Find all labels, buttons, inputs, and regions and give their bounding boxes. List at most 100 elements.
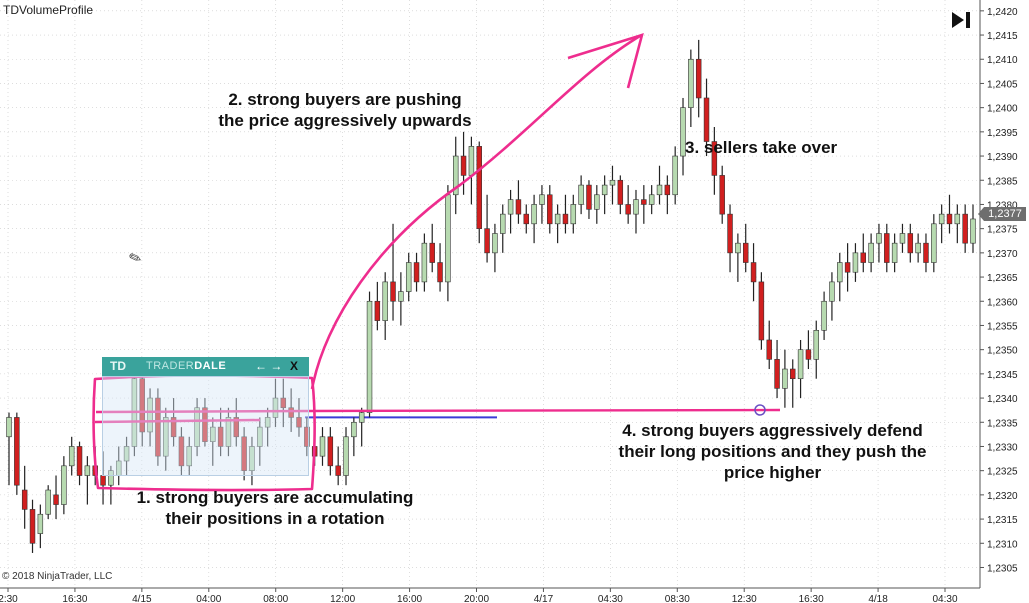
candle-body-down xyxy=(641,199,647,205)
candle xyxy=(884,223,890,273)
y-tick-label: 1,2370 xyxy=(987,249,1018,260)
candle xyxy=(217,407,224,457)
candle xyxy=(876,223,882,263)
candle xyxy=(562,194,569,234)
candle xyxy=(954,204,961,244)
y-tick-label: 1,2390 xyxy=(987,152,1018,163)
candle-body-up xyxy=(954,213,961,225)
candle-body-up xyxy=(366,300,373,413)
candle xyxy=(711,127,718,195)
candle xyxy=(923,233,929,273)
candle-body-down xyxy=(202,407,208,442)
close-panel-button[interactable]: X xyxy=(290,359,299,373)
candle xyxy=(578,175,584,215)
y-tick-label: 1,2320 xyxy=(987,491,1018,502)
annotation-4: 4. strong buyers aggressively defend the… xyxy=(590,420,955,483)
volume-profile-panel xyxy=(102,376,309,476)
candle-body-up xyxy=(358,412,365,423)
candle xyxy=(249,436,255,486)
candle-body-up xyxy=(398,291,404,302)
current-price-badge: 1,2377 xyxy=(978,207,1026,221)
candle-body-up xyxy=(970,218,976,244)
candle-body-up xyxy=(272,397,279,418)
candle xyxy=(797,339,804,399)
instrument-label: TDVolumeProfile xyxy=(3,3,94,17)
candle-body-up xyxy=(453,155,459,196)
candle-body-up xyxy=(351,421,357,438)
candle xyxy=(108,465,114,505)
y-tick-label: 1,2395 xyxy=(987,128,1018,139)
retest-circle-marker xyxy=(754,404,766,416)
candle xyxy=(147,388,153,447)
candle xyxy=(280,378,287,428)
y-tick-label: 1,2365 xyxy=(987,273,1018,284)
candle xyxy=(625,185,631,224)
candle xyxy=(891,233,898,273)
annotation-3: 3. sellers take over xyxy=(685,137,865,158)
candle-body-up xyxy=(868,242,874,263)
candle-body-up xyxy=(797,349,804,380)
candle-body-up xyxy=(876,233,882,244)
candle xyxy=(84,456,91,505)
candle xyxy=(633,189,639,234)
candle xyxy=(970,204,976,253)
candle-body-down xyxy=(29,509,36,544)
candle-body-down xyxy=(742,242,749,263)
candle-body-up xyxy=(735,242,741,254)
candle xyxy=(390,223,396,321)
candle xyxy=(492,223,498,273)
x-tick-label: 20:00 xyxy=(464,594,489,603)
candle-body-down xyxy=(460,155,467,176)
candle xyxy=(844,243,851,292)
candle-body-up xyxy=(108,470,114,486)
candle-body-up xyxy=(123,446,130,462)
candle xyxy=(61,456,67,515)
volume-profile-header[interactable]: TD TRADERDALE ← → X xyxy=(102,357,309,376)
candle xyxy=(790,359,796,408)
candle-body-down xyxy=(437,262,443,283)
annotation-3-text: 3. sellers take over xyxy=(685,138,838,157)
candle-body-down xyxy=(711,141,718,176)
candle-body-up xyxy=(554,213,561,225)
candle xyxy=(774,339,780,399)
y-tick-label: 1,2350 xyxy=(987,346,1018,357)
candle xyxy=(29,499,36,553)
copyright-label: © 2018 NinjaTrader, LLC xyxy=(2,571,113,582)
candle xyxy=(500,204,506,253)
candle xyxy=(304,417,310,457)
candle-body-down xyxy=(170,417,177,438)
candle-body-up xyxy=(147,397,153,433)
candle xyxy=(672,146,678,205)
candle-body-up xyxy=(163,417,169,457)
candle xyxy=(264,407,271,447)
x-tick-label: 12:00 xyxy=(330,594,355,603)
candle xyxy=(405,252,412,302)
skip-to-end-icon[interactable] xyxy=(950,10,974,30)
candle xyxy=(688,49,694,128)
candle-body-down xyxy=(233,417,240,438)
x-tick-label: 4/17 xyxy=(534,594,554,603)
candle xyxy=(445,185,451,302)
move-arrows-icon[interactable]: ← → xyxy=(255,359,283,373)
y-tick-label: 1,2360 xyxy=(987,297,1018,308)
candle xyxy=(366,291,373,418)
candle xyxy=(6,412,12,486)
candle xyxy=(727,204,733,273)
candle-body-up xyxy=(186,446,192,467)
candle-body-up xyxy=(421,242,428,283)
candle xyxy=(202,398,208,447)
candle xyxy=(735,233,741,282)
candle-body-down xyxy=(695,58,702,99)
candle-body-up xyxy=(782,368,788,389)
candle-body-up xyxy=(656,184,663,196)
candle-body-up xyxy=(343,436,349,476)
candle-body-down xyxy=(178,436,185,467)
candle xyxy=(413,252,420,292)
candle xyxy=(594,185,600,224)
y-tick-label: 1,2345 xyxy=(987,370,1018,381)
x-tick-label: 08:30 xyxy=(665,594,690,603)
candle xyxy=(382,272,388,340)
candle xyxy=(429,223,435,273)
candle xyxy=(163,407,169,471)
x-tick-label: 16:30 xyxy=(62,594,87,603)
